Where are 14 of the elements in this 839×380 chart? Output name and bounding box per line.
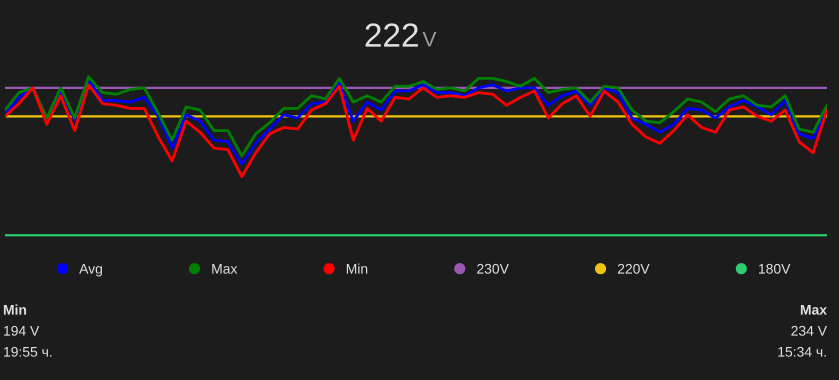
legend-label: Max (212, 264, 238, 274)
legend-label: 220V (618, 264, 650, 274)
legend-label: Avg (79, 264, 102, 276)
chart-title: 222 (366, 23, 418, 47)
text: 234 V (791, 326, 827, 336)
text: 19:55 ч. (4, 346, 52, 357)
text: 15:34 ч. (778, 346, 826, 357)
chart-subtitle: V (422, 32, 436, 46)
legend-label: 230V (477, 264, 509, 274)
text: Max (800, 305, 827, 315)
legend-label: 180V (759, 264, 790, 274)
text: 194 V (4, 326, 40, 336)
legend-label: Min (346, 264, 368, 274)
text: Min (4, 304, 26, 315)
